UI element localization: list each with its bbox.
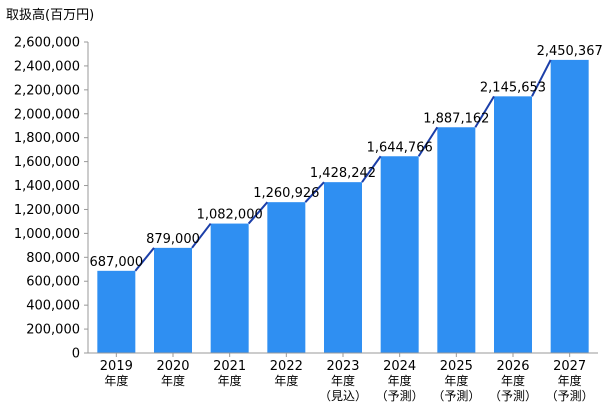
- x-tick-label: （予測）: [489, 389, 537, 403]
- data-label: 1,428,242: [310, 166, 376, 181]
- data-label: 1,644,766: [367, 140, 433, 155]
- y-tick-label: 2,000,000: [14, 107, 80, 122]
- bar: [324, 182, 362, 353]
- connector-line: [191, 222, 212, 249]
- bar: [267, 202, 306, 353]
- x-tick-label: 2027: [553, 359, 586, 374]
- connector-line: [474, 95, 495, 128]
- bar: [437, 127, 476, 353]
- x-tick-label: 年度: [218, 373, 242, 388]
- y-tick-label: 2,600,000: [14, 36, 80, 51]
- data-label: 1,887,162: [423, 111, 489, 126]
- y-tick-label: 600,000: [26, 275, 80, 290]
- x-tick-label: 年度: [274, 373, 298, 388]
- bar: [494, 96, 532, 353]
- x-tick-label: 2026: [496, 359, 529, 374]
- connector-line: [417, 126, 439, 157]
- x-tick-label: （予測）: [432, 389, 480, 403]
- data-label: 687,000: [89, 255, 143, 270]
- x-tick-label: 年度: [558, 373, 582, 388]
- y-axis-unit-label: 取扱高(百万円): [6, 7, 94, 23]
- x-tick-label: 2022: [270, 359, 303, 374]
- y-tick-label: 2,200,000: [14, 83, 80, 98]
- x-tick-label: 2019: [100, 359, 133, 374]
- connector-line: [361, 155, 382, 183]
- x-tick-label: 2023: [326, 359, 359, 374]
- y-axis: 0 200,000 400,000 600,000 800,000 1,000,000 1,…: [14, 36, 89, 362]
- connector-line: [304, 181, 325, 203]
- x-tick-label: 年度: [331, 373, 355, 388]
- x-tick-label: 2021: [213, 359, 246, 374]
- data-label: 879,000: [146, 232, 200, 247]
- connector-line: [531, 59, 552, 97]
- y-tick-label: 1,000,000: [14, 227, 80, 242]
- x-tick-label: 2020: [156, 359, 189, 374]
- y-tick-label: 1,200,000: [14, 203, 80, 218]
- data-label: 1,260,926: [253, 186, 319, 201]
- x-axis: 2019年度2020年度2021年度2022年度2023年度（見込）2024年度…: [88, 352, 598, 403]
- y-tick-label: 200,000: [26, 323, 80, 338]
- x-tick-label: 2025: [440, 359, 473, 374]
- bar: [210, 223, 249, 353]
- data-label: 2,450,367: [537, 44, 603, 59]
- connector-lines-group: [134, 59, 552, 272]
- connector-line: [134, 247, 155, 272]
- y-tick-label: 800,000: [26, 251, 80, 266]
- y-tick-label: 1,600,000: [14, 155, 80, 170]
- x-tick-label: 2024: [383, 359, 416, 374]
- x-tick-label: 年度: [501, 373, 525, 388]
- bars-group: [97, 59, 589, 353]
- x-tick-label: 年度: [161, 373, 185, 388]
- bar: [154, 247, 192, 353]
- bar: [97, 270, 136, 353]
- y-tick-label: 0: [72, 347, 80, 362]
- y-tick-label: 1,400,000: [14, 179, 80, 194]
- connector-line: [247, 201, 269, 225]
- x-tick-label: 年度: [444, 373, 468, 388]
- data-label: 2,145,653: [480, 80, 546, 95]
- y-tick-label: 1,800,000: [14, 131, 80, 146]
- bar: [550, 59, 589, 353]
- bar: [380, 156, 419, 353]
- x-tick-label: （見込）: [319, 389, 367, 403]
- x-tick-label: 年度: [104, 373, 128, 388]
- data-label: 1,082,000: [197, 208, 263, 223]
- y-tick-label: 2,400,000: [14, 59, 80, 74]
- y-tick-label: 400,000: [26, 299, 80, 314]
- x-tick-label: 年度: [388, 373, 412, 388]
- x-tick-label: （予測）: [376, 389, 424, 403]
- x-tick-label: （予測）: [546, 389, 594, 403]
